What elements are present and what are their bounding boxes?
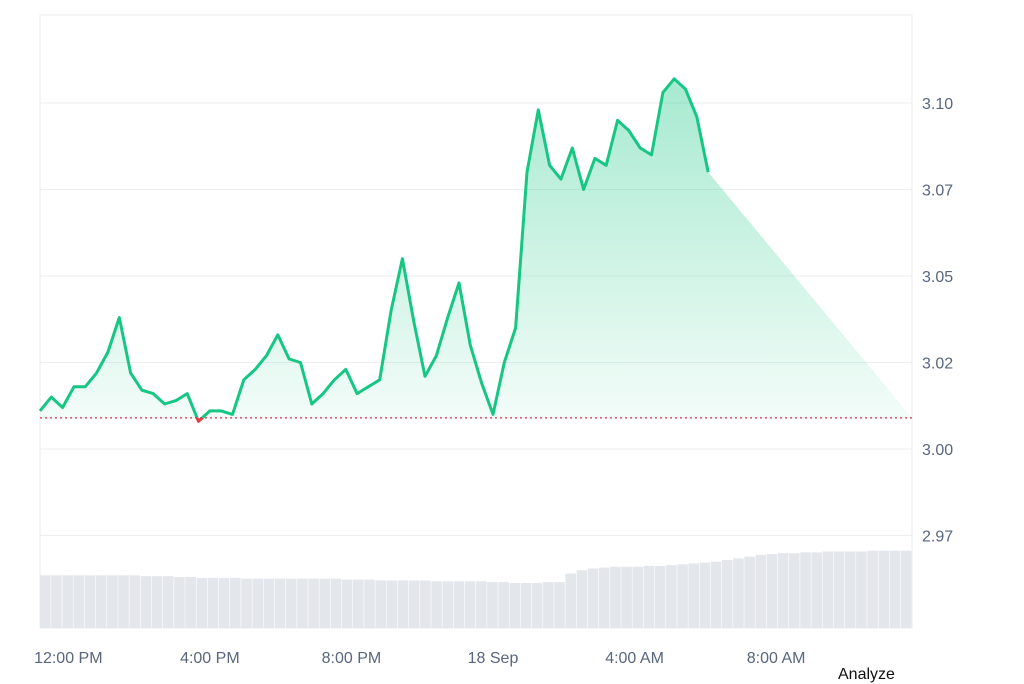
volume-bar: [95, 575, 107, 628]
volume-bar: [621, 566, 632, 628]
volume-bar: [107, 575, 118, 628]
volume-bar: [487, 582, 498, 628]
volume-bar: [162, 576, 174, 628]
volume-bar: [431, 581, 442, 628]
volume-bars: [40, 550, 912, 628]
volume-bar: [196, 577, 208, 628]
volume-bar: [643, 565, 655, 628]
volume-bar: [297, 578, 308, 628]
price-series: [38, 77, 912, 423]
volume-bar: [654, 565, 666, 628]
volume-bar: [140, 576, 152, 628]
volume-bar: [755, 554, 767, 628]
volume-bar: [185, 577, 196, 628]
volume-bar: [699, 562, 711, 628]
volume-bar: [666, 565, 677, 628]
volume-bar: [386, 580, 398, 628]
volume-bar: [766, 554, 778, 628]
x-tick-label: 4:00 PM: [180, 650, 240, 667]
volume-bar: [364, 579, 375, 628]
volume-bar: [878, 550, 890, 628]
volume-bar: [856, 551, 867, 628]
volume-bar: [40, 575, 51, 628]
volume-bar: [285, 578, 297, 628]
volume-bar: [822, 551, 834, 628]
volume-bar: [844, 551, 856, 628]
volume-bar: [476, 581, 487, 628]
volume-bar: [174, 577, 185, 628]
volume-bar: [520, 582, 532, 628]
x-tick-label: 12:00 PM: [34, 650, 102, 667]
volume-bar: [375, 580, 386, 628]
y-tick-label: 2.97: [922, 529, 953, 546]
volume-bar: [453, 581, 465, 628]
volume-bar: [688, 563, 699, 628]
volume-bar: [777, 553, 789, 628]
x-tick-label: 8:00 PM: [322, 650, 382, 667]
volume-bar: [509, 582, 521, 628]
volume-bar: [800, 552, 811, 628]
volume-bar: [543, 582, 554, 628]
volume-bar: [118, 575, 129, 628]
x-tick-label: 18 Sep: [468, 650, 519, 667]
volume-bar: [353, 579, 364, 628]
volume-bar: [218, 577, 230, 628]
volume-bar: [442, 581, 454, 628]
volume-bar: [151, 576, 163, 628]
volume-bar: [129, 575, 141, 628]
y-tick-label: 3.10: [922, 96, 953, 113]
volume-bar: [565, 573, 577, 628]
price-area-up: [40, 78, 912, 418]
volume-bar: [789, 553, 800, 628]
volume-bar: [900, 550, 912, 628]
volume-bar: [889, 550, 901, 628]
volume-bar: [62, 575, 73, 628]
volume-bar: [710, 561, 722, 628]
volume-bar: [330, 578, 342, 628]
volume-bar: [207, 577, 219, 628]
x-tick-label: 4:00 AM: [605, 650, 664, 667]
volume-bar: [587, 568, 599, 628]
volume-bar: [263, 578, 275, 628]
volume-bar: [531, 582, 543, 628]
volume-bar: [576, 570, 588, 628]
volume-bar: [721, 560, 733, 628]
volume-bar: [610, 566, 621, 628]
y-tick-label: 3.02: [922, 356, 953, 373]
volume-bar: [230, 577, 241, 628]
analyze-link[interactable]: Analyze: [838, 666, 895, 683]
y-tick-label: 3.07: [922, 183, 953, 200]
volume-bar: [51, 575, 62, 628]
y-tick-label: 3.05: [922, 269, 953, 286]
volume-bar: [554, 582, 565, 628]
volume-bar: [408, 580, 420, 628]
volume-bar: [319, 578, 331, 628]
volume-bar: [598, 567, 610, 628]
volume-bar: [867, 550, 878, 628]
volume-bar: [274, 578, 286, 628]
x-tick-label: 8:00 AM: [747, 650, 806, 667]
volume-bar: [833, 551, 845, 628]
volume-bar: [632, 566, 644, 628]
y-tick-label: 3.00: [922, 442, 953, 459]
volume-bar: [241, 578, 252, 628]
x-axis-ticks: 12:00 PM 4:00 PM 8:00 PM 18 Sep 4:00 AM 8:00 …: [34, 650, 805, 667]
volume-bar: [341, 579, 353, 628]
volume-bar: [73, 575, 85, 628]
volume-bar: [464, 581, 476, 628]
y-axis-ticks: 3.10 3.07 3.05 3.02 3.00 2.97: [922, 96, 953, 546]
volume-bar: [420, 580, 431, 628]
volume-bar: [84, 575, 96, 628]
volume-bar: [744, 556, 755, 628]
volume-bar: [308, 578, 319, 628]
price-line-up: [38, 77, 710, 418]
volume-bar: [811, 552, 822, 628]
volume-bar: [733, 558, 744, 628]
volume-bar: [498, 582, 509, 628]
volume-bar: [677, 564, 688, 628]
volume-bar: [252, 578, 263, 628]
volume-bar: [397, 580, 409, 628]
